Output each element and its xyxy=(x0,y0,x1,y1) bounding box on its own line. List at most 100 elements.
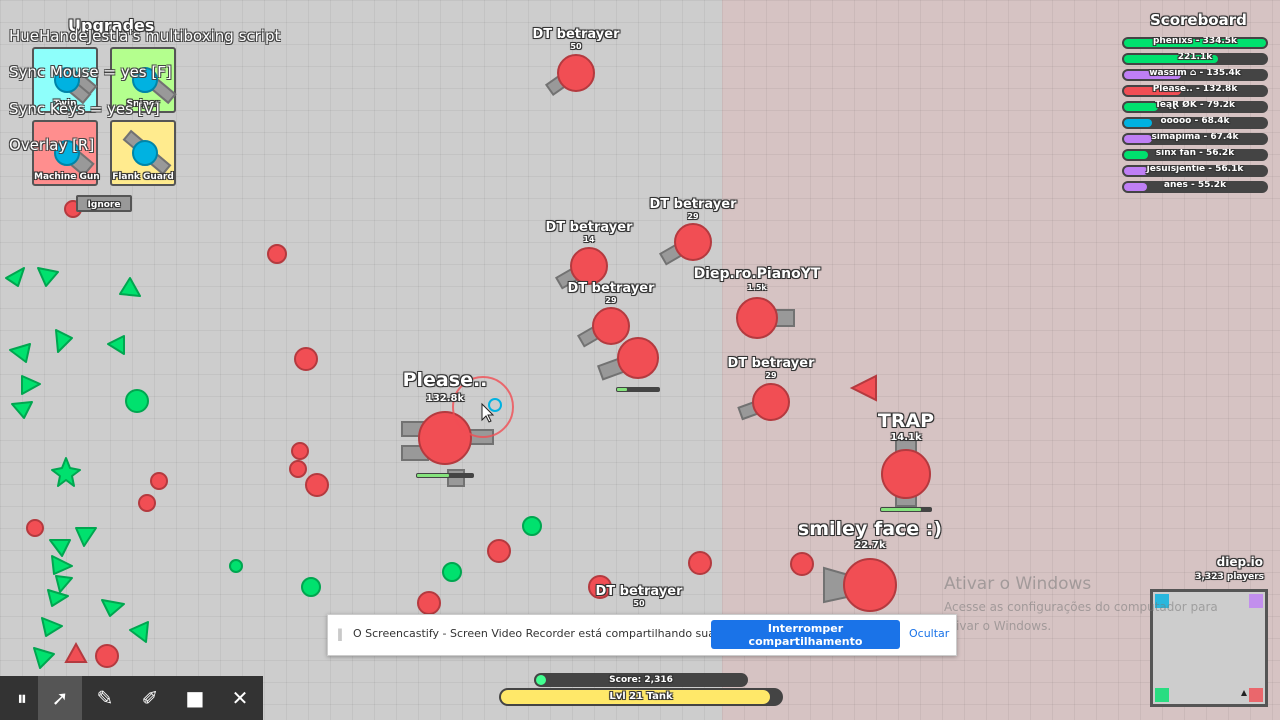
level-bar: Lvl 21 Tank xyxy=(499,688,783,706)
tank-smiley-face xyxy=(823,558,897,612)
score-bar: Score: 2,316 xyxy=(534,673,748,687)
windows-activation-title: Ativar o Windows xyxy=(944,574,1092,594)
tank-diep-ro-pianoyt xyxy=(736,297,795,339)
red-bullet xyxy=(289,460,307,478)
red-bullet xyxy=(417,591,441,615)
green-triangle xyxy=(119,277,141,297)
red-bullet xyxy=(294,347,318,371)
red-bullet xyxy=(95,644,119,668)
hide-link[interactable]: Ocultar xyxy=(909,627,950,640)
tank-dt-betrayer-3 xyxy=(554,247,608,290)
player-name: Please.. xyxy=(402,369,488,391)
red-bullet xyxy=(588,575,612,599)
scoreboard-row-text: ooooo - 68.4k xyxy=(1160,117,1230,126)
green-bullet xyxy=(125,389,149,413)
scoreboard-row-fill xyxy=(1124,71,1181,79)
ignore-upgrades-button[interactable]: Ignore xyxy=(76,195,132,212)
scoreboard-row: Please.. - 132.8k xyxy=(1122,85,1268,97)
tank-preview-icon xyxy=(132,140,158,166)
player-score: 132.8k xyxy=(425,393,465,404)
player-name: TRAP xyxy=(877,410,935,432)
red-bullet xyxy=(305,473,329,497)
scoreboard-row-fill xyxy=(1124,103,1158,111)
scoreboard-title: Scoreboard xyxy=(1150,11,1247,29)
level-bar-fill xyxy=(501,690,770,704)
upgrade-flank-guard-button[interactable]: Flank Guard xyxy=(110,120,176,186)
red-bullet xyxy=(150,472,168,490)
drag-handle-icon[interactable]: ‖ xyxy=(337,627,343,641)
scoreboard-row-text: Please.. - 132.8k xyxy=(1152,85,1238,94)
player-score: 50 xyxy=(633,599,645,608)
green-triangle xyxy=(5,267,25,287)
upgrade-sniper-button[interactable]: Sniper xyxy=(110,47,177,113)
player-name: DT betrayer xyxy=(532,27,620,42)
tank-preview-icon xyxy=(54,140,80,166)
scoreboard-row-text: 221.1k xyxy=(1177,53,1213,62)
red-bullet xyxy=(487,539,511,563)
scoreboard-row-fill xyxy=(1124,39,1266,47)
green-triangle xyxy=(129,621,149,643)
tank-dt-betrayer-4 xyxy=(576,307,660,392)
green-triangle xyxy=(41,617,63,637)
score-text: Score: 2,316 xyxy=(609,675,673,685)
scoreboard-row-fill xyxy=(1124,183,1147,191)
screen-share-notification: ‖ O Screencastify - Screen Video Recorde… xyxy=(327,614,957,656)
green-bullet xyxy=(229,559,243,573)
player-score: 50 xyxy=(570,42,582,51)
server-name: diep.io xyxy=(1216,555,1263,569)
pause-icon[interactable]: ⏸ xyxy=(17,686,27,710)
scoreboard-row-fill xyxy=(1124,119,1152,127)
mouse-cursor-icon xyxy=(481,402,495,423)
upgrade-label: Machine Gun xyxy=(34,172,100,182)
red-bullet xyxy=(291,442,309,460)
green-bullet xyxy=(522,516,542,536)
eraser-icon[interactable]: ✐ xyxy=(141,686,159,710)
scoreboard-row-text: jesuisjentie - 56.1k xyxy=(1146,165,1244,174)
player-score: 29 xyxy=(765,371,777,380)
green-bullet xyxy=(301,577,321,597)
player-score: 22.7k xyxy=(854,540,886,551)
scoreboard-row-text: anes - 55.2k xyxy=(1163,181,1227,190)
player-score: 29 xyxy=(605,296,617,305)
tank-dt-betrayer-5 xyxy=(737,383,790,421)
red-bullet xyxy=(26,519,44,537)
camera-icon[interactable]: ■ xyxy=(185,686,205,710)
scoreboard-row-fill xyxy=(1124,167,1148,175)
green-triangle xyxy=(47,589,69,607)
scoreboard-row: simapima - 67.4k xyxy=(1122,133,1268,145)
green-triangle xyxy=(55,329,73,353)
red-triangle xyxy=(849,374,877,402)
red-bullet xyxy=(688,551,712,575)
close-icon[interactable]: ✕ xyxy=(231,686,249,710)
minimap-purple-base xyxy=(1249,594,1263,608)
minimap-blue-base xyxy=(1155,594,1169,608)
upgrade-label: Sniper xyxy=(126,99,160,109)
script-sync-mouse: Sync Mouse = yes [F] xyxy=(9,63,172,81)
scoreboard-row-fill xyxy=(1124,87,1181,95)
player-score: 1.5k xyxy=(747,283,767,292)
red-bullet xyxy=(138,494,156,512)
score-bar-fill xyxy=(536,675,546,685)
player-score: 14 xyxy=(583,235,595,244)
player-name: DT betrayer xyxy=(595,584,683,599)
pointer-icon[interactable]: ➚ xyxy=(38,676,82,720)
minimap-green-base xyxy=(1155,688,1169,702)
green-triangle xyxy=(11,401,33,419)
scoreboard-row: ooooo - 68.4k xyxy=(1122,117,1268,129)
player-name: DT betrayer xyxy=(567,281,655,296)
green-triangle xyxy=(37,267,59,287)
script-title: HueHandeJestla's multiboxing script xyxy=(9,27,281,45)
upgrade-twin-button[interactable]: Twin xyxy=(32,47,98,113)
upgrade-label: Flank Guard xyxy=(112,172,174,182)
green-triangle xyxy=(75,527,97,547)
upgrades-title: Upgrades xyxy=(68,16,155,35)
scoreboard-row-text: TeąⱤ ØK - 79.2k xyxy=(1154,101,1235,110)
level-text: Lvl 21 Tank xyxy=(609,691,673,702)
share-message: O Screencastify - Screen Video Recorder … xyxy=(353,627,743,640)
upgrade-machine-gun-button[interactable]: Machine Gun xyxy=(32,120,100,186)
player-name: smiley face :) xyxy=(797,518,943,540)
pen-icon[interactable]: ✎ xyxy=(96,686,114,710)
stop-sharing-button[interactable]: Interromper compartilhamento xyxy=(711,620,900,649)
scoreboard-row: sinx fan - 56.2k xyxy=(1122,149,1268,161)
